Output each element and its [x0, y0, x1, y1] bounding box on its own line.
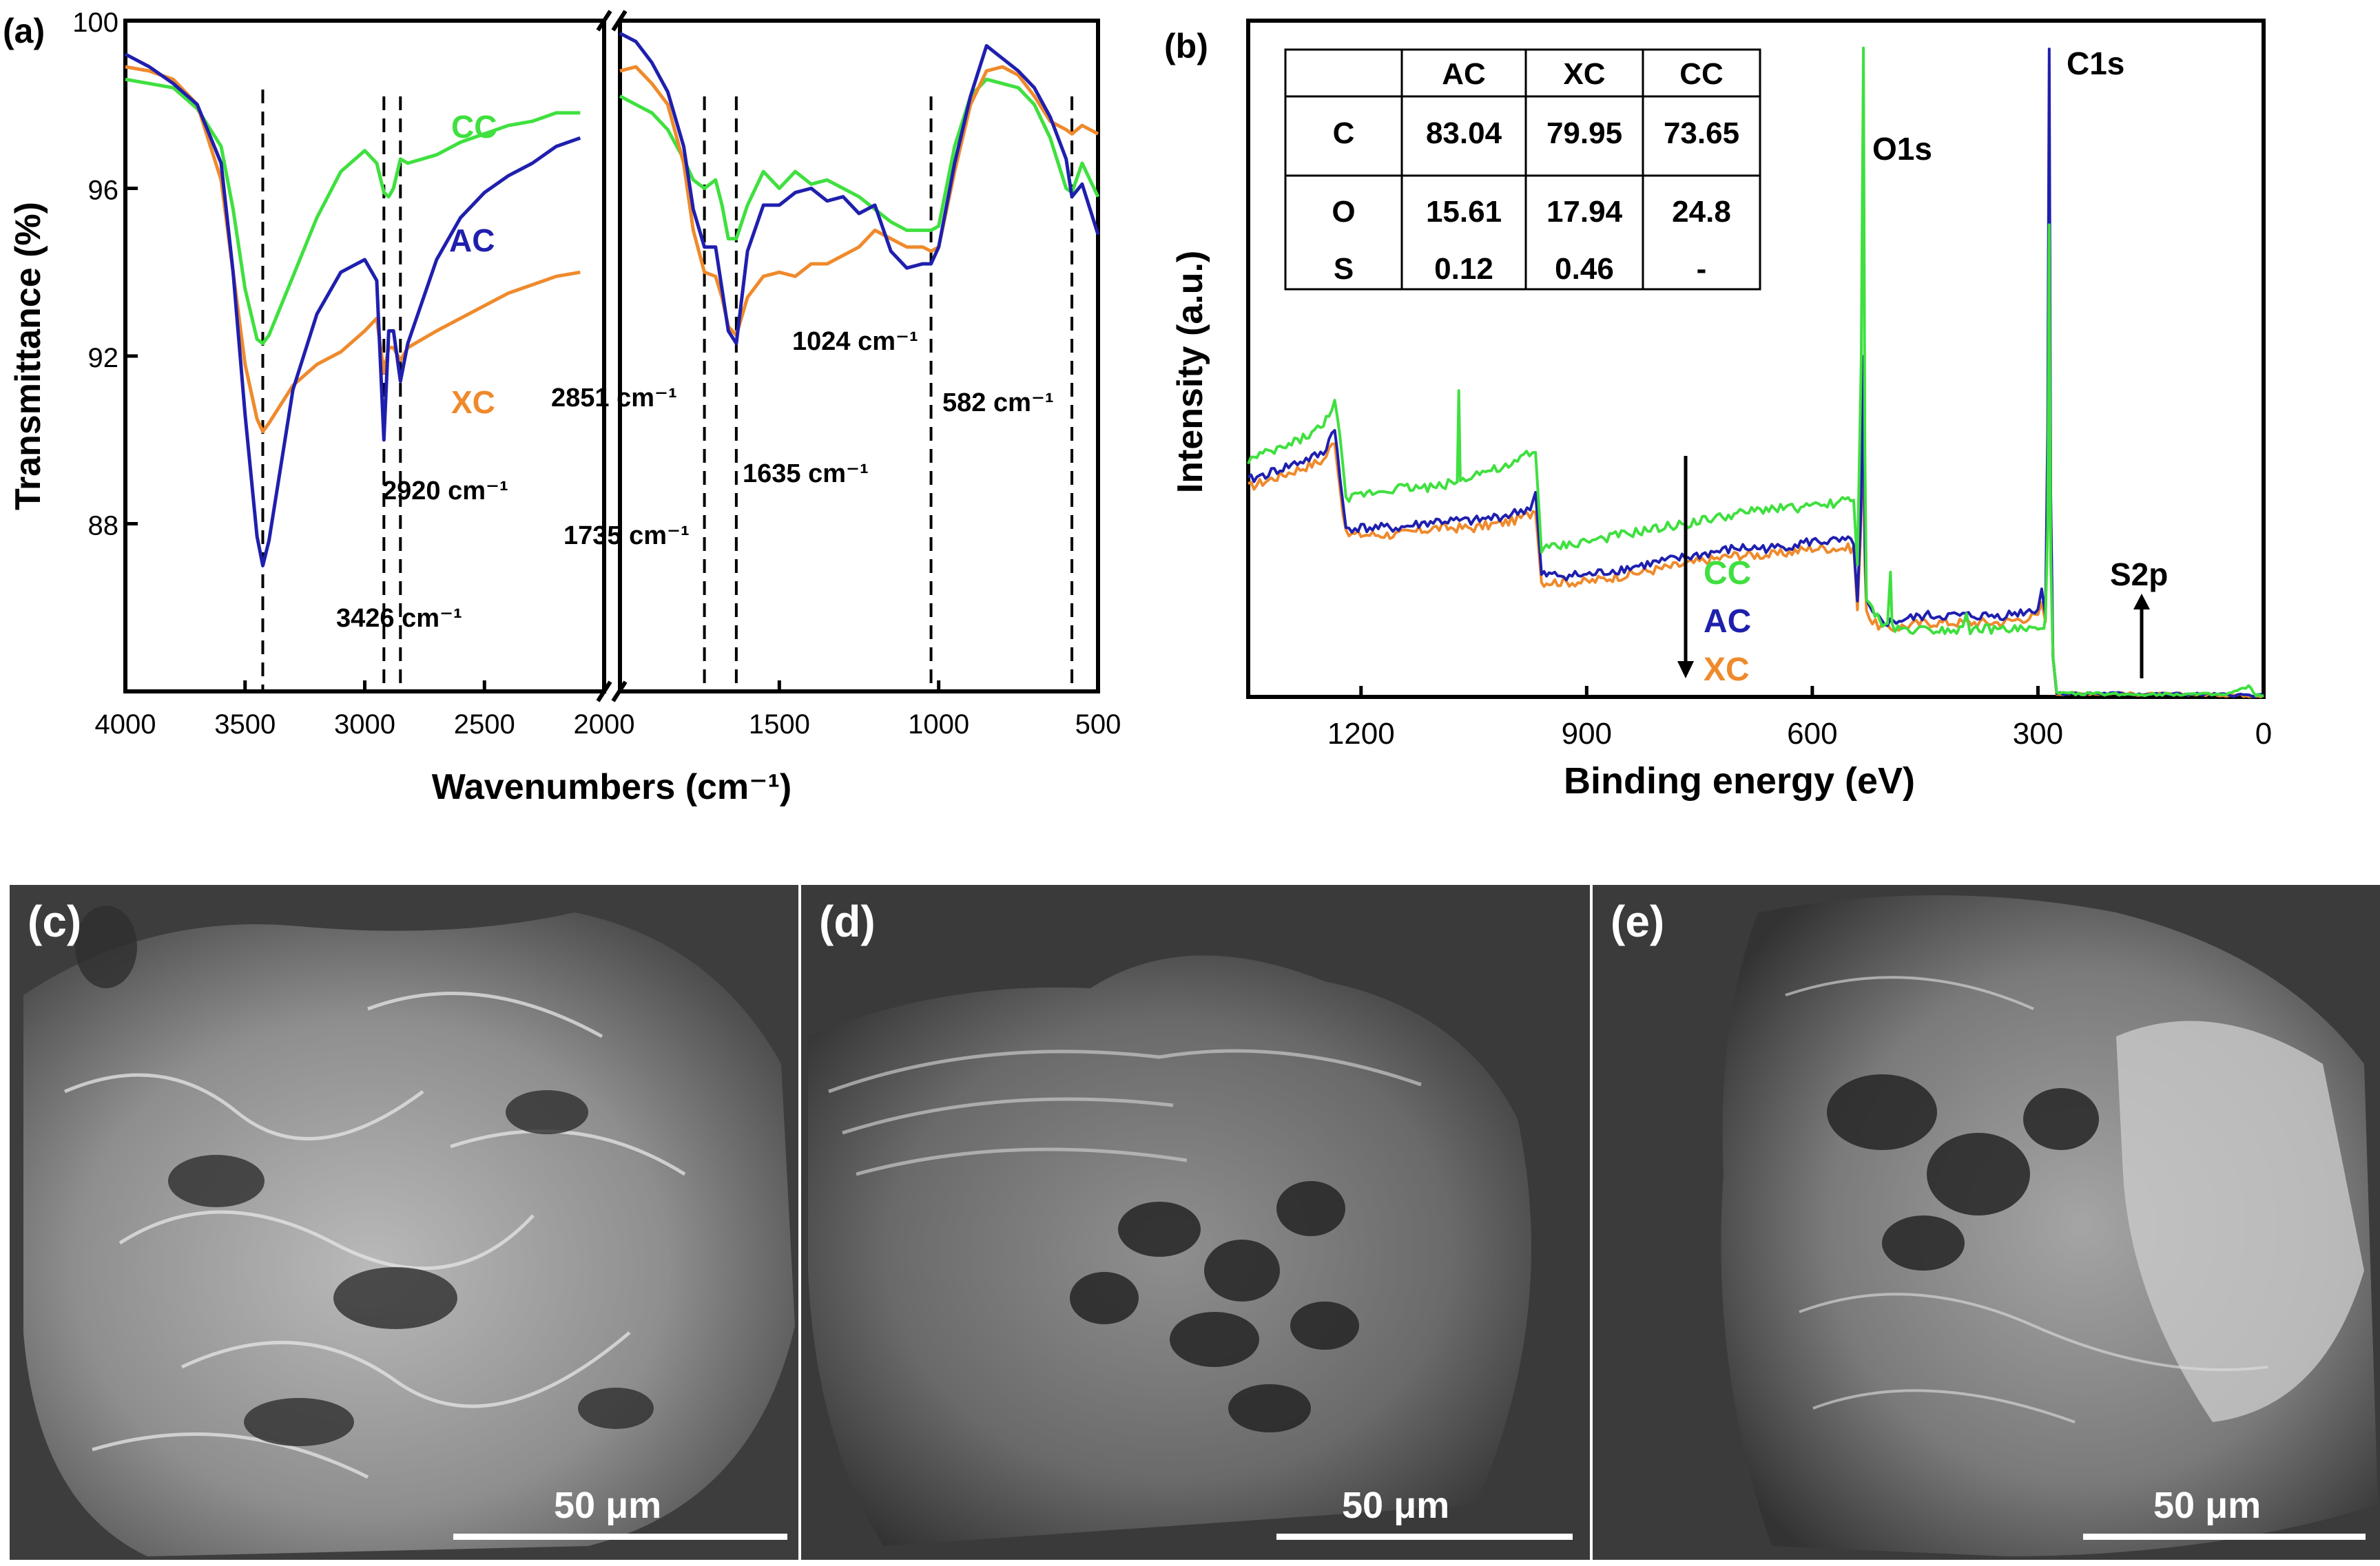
- xps-x-tick-label: 600: [1787, 717, 1837, 751]
- ftir-series-cc-high: [619, 77, 1100, 241]
- sem-d-scale-bar: [1276, 1534, 1573, 1540]
- xps-table-cell: 79.95: [1546, 116, 1622, 150]
- xps-table-header: XC: [1563, 57, 1605, 91]
- ftir-y-tick-label: 96: [88, 176, 119, 206]
- ftir-x-tick-label: 1500: [749, 709, 810, 740]
- ftir-series-ac-low: [124, 52, 581, 567]
- sem-d-label: (d): [819, 897, 876, 946]
- ftir-x-tick-label: 1000: [908, 709, 969, 740]
- sem-texture-d: [801, 885, 1590, 1560]
- ftir-annotation: 1024 cm⁻¹: [792, 327, 918, 356]
- sem-texture-e: [1593, 885, 2380, 1560]
- ftir-x-tick-label: 500: [1075, 709, 1121, 740]
- xps-x-axis-label: Binding energy (eV): [1564, 760, 1915, 802]
- xps-table-cell: 17.94: [1546, 195, 1623, 229]
- xps-legend-ac: AC: [1704, 603, 1751, 640]
- ftir-x-tick-label: 2500: [454, 709, 515, 740]
- xps-table-cell: 73.65: [1664, 116, 1739, 150]
- xps-table-cell: 83.04: [1426, 116, 1502, 150]
- xps-peak-label-o1s: O1s: [1872, 131, 1932, 167]
- ftir-x-axis-label: Wavenumbers (cm⁻¹): [432, 767, 792, 807]
- ftir-series-label-xc: XC: [451, 384, 495, 420]
- xps-table-cell: 0.12: [1434, 252, 1493, 286]
- sem-image-e: (e) 50 μm: [1593, 885, 2380, 1560]
- sem-texture-c: [10, 885, 798, 1560]
- xps-table-header: AC: [1442, 57, 1486, 91]
- xps-series-cc: [1247, 46, 2264, 698]
- ftir-series-label-cc: CC: [451, 109, 497, 145]
- xps-x-tick-label: 300: [2013, 717, 2063, 751]
- ftir-x-tick-label: 3000: [334, 709, 395, 740]
- xps-peak-label-s2p: S2p: [2110, 556, 2168, 592]
- xps-plot-frame: [1246, 19, 2266, 699]
- sem-image-c: (c) 50 μm: [10, 885, 798, 1560]
- axis-break-top: [596, 10, 628, 32]
- ftir-series-cc-low: [125, 77, 581, 346]
- ftir-annotation: 582 cm⁻¹: [942, 388, 1054, 417]
- xps-table-cell: 24.8: [1672, 195, 1731, 229]
- xps-table-cell: S: [1334, 252, 1354, 286]
- sem-image-d: (d) 50 μm: [801, 885, 1590, 1560]
- xps-x-tick-label: 1200: [1327, 717, 1395, 751]
- ftir-x-tick-label: 4000: [95, 709, 156, 740]
- sem-c-scale-text: 50 μm: [554, 1485, 662, 1526]
- ftir-y-tick-label: 88: [88, 511, 119, 541]
- sem-e-scale-bar: [2083, 1534, 2366, 1540]
- ftir-series-label-ac: AC: [449, 222, 495, 258]
- ftir-y-tick-label: 100: [72, 8, 118, 38]
- xps-chart: (b) 1200 900 600 300 0 O1s C1s S2p CC AC XC AC XC C…: [1164, 19, 2272, 802]
- xps-table-header: CC: [1679, 57, 1724, 91]
- xps-table-frame: [1284, 48, 1761, 291]
- xps-table-cell: 0.46: [1555, 252, 1614, 286]
- ftir-x-tick-label: 2000: [574, 709, 635, 740]
- ftir-series-ac-high: [619, 32, 1100, 346]
- sem-c-scale-bar: [453, 1534, 787, 1540]
- sem-c-label: (c): [28, 897, 82, 946]
- ftir-annotation: 2851 cm⁻¹: [551, 384, 677, 413]
- ftir-annotation: 2920 cm⁻¹: [382, 477, 508, 505]
- xps-peak-label-c1s: C1s: [2067, 45, 2124, 81]
- sem-e-label: (e): [1611, 897, 1665, 946]
- ftir-series-xc-high: [619, 65, 1099, 337]
- xps-y-axis-label: Intensity (a.u.): [1170, 251, 1210, 493]
- xps-table-cell: O: [1332, 195, 1355, 229]
- xps-legend-arrowhead: [1677, 661, 1694, 678]
- xps-x-tick-label: 0: [2255, 717, 2272, 751]
- ftir-chart: (a) 88 92 96 100 4000 3500 3000 2500 2000 1500 100…: [3, 8, 1121, 807]
- xps-table-cell: C: [1333, 116, 1355, 150]
- ftir-plot-frame-2: [618, 19, 1100, 693]
- xps-legend-xc: XC: [1704, 651, 1750, 688]
- xps-legend-cc: CC: [1704, 555, 1751, 592]
- ftir-x-tick-label: 3500: [214, 709, 276, 740]
- panel-b-label: (b): [1164, 27, 1208, 65]
- ftir-annotation: 1635 cm⁻¹: [743, 459, 869, 488]
- xps-s2p-arrowhead: [2133, 594, 2150, 609]
- sem-d-scale-text: 50 μm: [1342, 1485, 1450, 1526]
- ftir-series-xc-low: [125, 65, 581, 434]
- sem-e-scale-text: 50 μm: [2153, 1485, 2262, 1526]
- xps-table-cell: -: [1697, 252, 1707, 286]
- xps-table-cell: 15.61: [1426, 195, 1502, 229]
- ftir-annotation: 1735 cm⁻¹: [563, 521, 690, 550]
- panel-a-label: (a): [3, 12, 45, 50]
- xps-x-tick-label: 900: [1562, 717, 1612, 751]
- ftir-y-axis-label: Transmittance (%): [8, 202, 48, 510]
- ftir-annotation: 3426 cm⁻¹: [336, 604, 462, 633]
- ftir-y-tick-label: 92: [88, 343, 119, 373]
